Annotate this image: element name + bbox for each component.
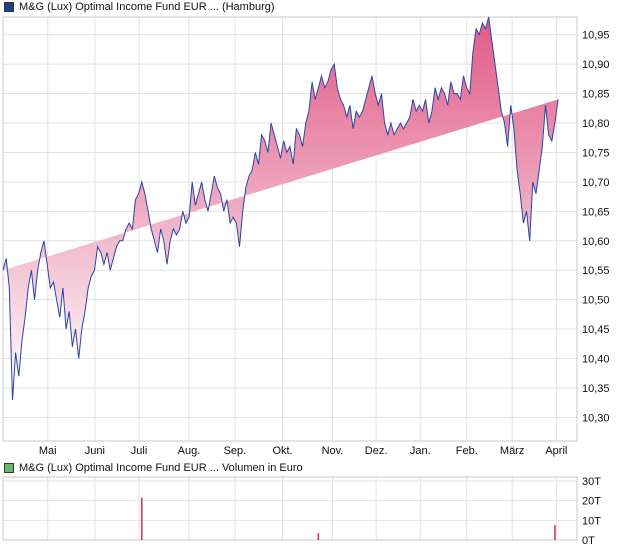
volume-plot-frame: [2, 476, 578, 541]
x-tick-label: Aug.: [178, 445, 201, 457]
volume-legend-swatch: [4, 463, 14, 473]
x-tick-label: Juli: [131, 445, 148, 457]
volume-y-axis-labels: 0T 10T 20T 30T: [582, 476, 601, 546]
price-legend: M&G (Lux) Optimal Income Fund EUR ... (H…: [4, 1, 275, 13]
x-tick-label: Okt.: [272, 445, 292, 457]
volume-legend: M&G (Lux) Optimal Income Fund EUR ... Vo…: [4, 462, 303, 474]
volume-bars: [141, 497, 556, 540]
x-tick-label: Mai: [39, 445, 57, 457]
x-tick-label: Feb.: [456, 445, 478, 457]
y-axis-labels: 10,30 10,35 10,40 10,45 10,50 10,55 10,60 10,65…: [582, 30, 610, 425]
price-area-fill: [3, 17, 559, 400]
price-legend-swatch: [4, 2, 14, 12]
y-tick-label: 10,70: [582, 177, 610, 189]
y-tick-label: 10,80: [582, 118, 610, 130]
y-tick-label: 10,50: [582, 295, 610, 307]
y-tick-label: 10,65: [582, 206, 610, 218]
price-plot-frame: [2, 16, 578, 442]
y-tick-label: 10,35: [582, 383, 610, 395]
volume-y-tick-label: 0T: [582, 535, 595, 546]
y-tick-label: 10,90: [582, 59, 610, 71]
y-tick-label: 10,60: [582, 236, 610, 248]
x-tick-label: Juni: [85, 445, 105, 457]
x-tick-label: Nov.: [322, 445, 344, 457]
y-tick-label: 10,85: [582, 89, 610, 101]
y-tick-label: 10,40: [582, 354, 610, 366]
price-legend-label: M&G (Lux) Optimal Income Fund EUR ... (H…: [19, 1, 275, 13]
volume-y-tick-label: 30T: [582, 476, 601, 488]
volume-y-tick-label: 20T: [582, 496, 601, 508]
x-tick-label: Dez.: [365, 445, 388, 457]
y-tick-label: 10,55: [582, 265, 610, 277]
x-tick-label: April: [545, 445, 567, 457]
volume-y-tick-label: 10T: [582, 515, 601, 527]
y-tick-label: 10,95: [582, 30, 610, 42]
volume-gridlines: [3, 477, 577, 541]
y-tick-label: 10,45: [582, 324, 610, 336]
x-tick-label: Sep.: [224, 445, 247, 457]
x-axis-labels: Mai Juni Juli Aug. Sep. Okt. Nov. Dez. Jan. Feb. M…: [39, 445, 567, 457]
x-tick-label: Jan.: [410, 445, 431, 457]
y-tick-label: 10,75: [582, 147, 610, 159]
volume-legend-label: M&G (Lux) Optimal Income Fund EUR ... Vo…: [19, 462, 303, 474]
price-series-line: [2, 16, 559, 400]
x-tick-label: März: [500, 445, 524, 457]
y-tick-label: 10,30: [582, 412, 610, 424]
